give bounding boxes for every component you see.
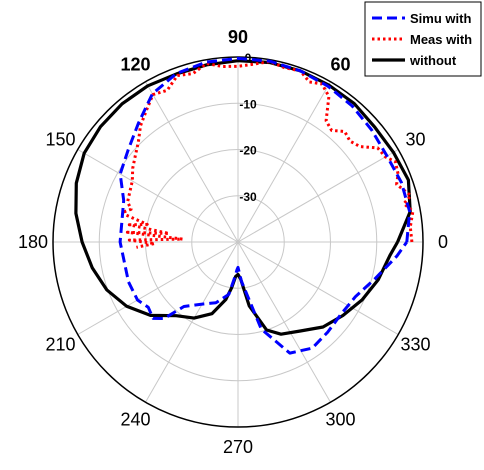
angle-tick-label: 60 xyxy=(330,54,350,74)
series-line-simu-with xyxy=(118,56,412,355)
radial-tick-label: -30 xyxy=(239,190,257,204)
grid-spoke xyxy=(77,149,399,335)
angle-tick-label: 180 xyxy=(18,232,48,252)
angle-tick-label: 120 xyxy=(120,54,150,74)
angle-tick-label: 240 xyxy=(120,410,150,430)
legend: Simu with Meas with without xyxy=(364,1,482,77)
radial-tick-labels: 0 -10 -20 -30 xyxy=(239,51,257,204)
angle-tick-labels: 0 30 60 90 120 150 180 210 240 270 300 330 xyxy=(18,27,448,457)
radial-tick-label: -20 xyxy=(239,144,257,158)
radial-tick-label: -10 xyxy=(239,97,257,111)
legend-label: Meas with xyxy=(410,32,472,47)
polar-grid xyxy=(52,56,424,428)
angle-tick-label: 210 xyxy=(45,335,75,355)
radial-tick-label: 0 xyxy=(245,51,252,65)
angle-tick-label: 270 xyxy=(223,437,253,457)
series-layer xyxy=(74,56,415,355)
legend-label: without xyxy=(409,53,457,68)
angle-tick-label: 90 xyxy=(228,27,248,47)
angle-tick-label: 300 xyxy=(325,410,355,430)
angle-tick-label: 30 xyxy=(406,130,426,150)
angle-tick-label: 0 xyxy=(438,232,448,252)
angle-tick-label: 330 xyxy=(401,335,431,355)
legend-label: Simu with xyxy=(410,11,471,26)
angle-tick-label: 150 xyxy=(45,130,75,150)
